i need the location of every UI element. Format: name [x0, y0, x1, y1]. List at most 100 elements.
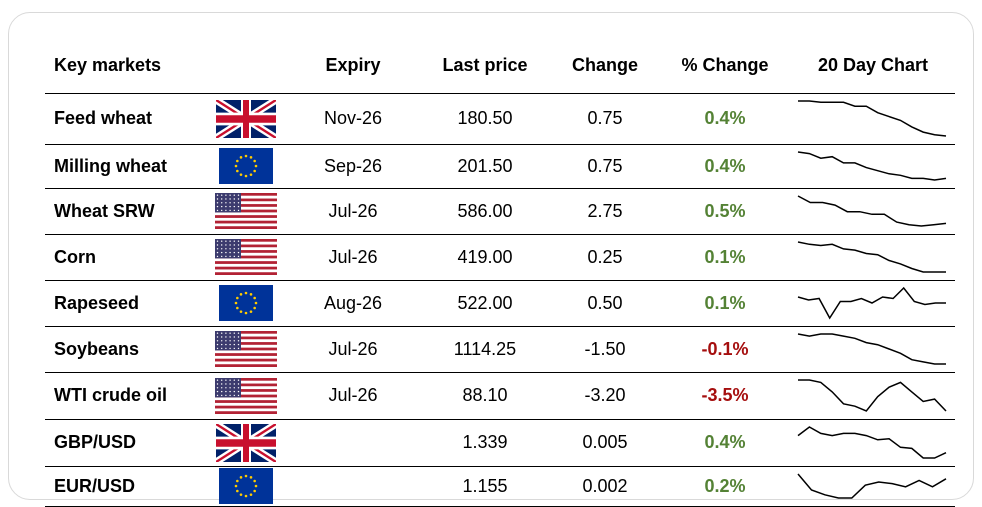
change-value: 0.005: [582, 432, 628, 452]
sparkline-cell: [795, 280, 951, 326]
sparkline-cell: [795, 326, 951, 372]
flag-cell: [213, 419, 279, 466]
header-last-price: Last price: [442, 54, 528, 75]
change-value: 2.75: [587, 200, 623, 221]
change-value: 0.002: [582, 475, 628, 496]
last-price-value: 1.339: [462, 432, 508, 452]
sparkline-chart: [797, 151, 947, 181]
sparkline-series: [798, 379, 947, 412]
sparkline-series: [797, 286, 946, 320]
expiry-value: Aug-26: [323, 292, 383, 313]
flag-cell: [213, 372, 279, 419]
change-value: 0.75: [587, 155, 623, 176]
market-name: EUR/USD: [54, 475, 136, 496]
table-row: Feed wheat Nov-26 180.50 0.75 0.4%: [45, 93, 955, 145]
last-price-value: 522.00: [457, 292, 513, 313]
table-row: GBP/USD 1.339 0.005 0.4%: [45, 419, 955, 467]
last-price-value: 1.155: [462, 475, 508, 496]
table-row: Milling wheat Sep-26 201.50 0.75 0.4%: [45, 144, 955, 189]
pct-change-value: 0.1%: [704, 292, 746, 313]
market-name: Soybeans: [54, 338, 140, 359]
change-value: -1.50: [584, 338, 626, 359]
sparkline-series: [797, 473, 947, 499]
sparkline-cell: [795, 234, 951, 280]
flag-cell: [213, 466, 279, 506]
expiry-value: Jul-26: [328, 246, 378, 267]
header-20-day-chart: 20 Day Chart: [817, 54, 929, 75]
eu-flag-icon: [219, 285, 273, 321]
sparkline-series: [798, 100, 947, 137]
table-row: EUR/USD 1.155 0.002 0.2%: [45, 466, 955, 507]
table-header: Key markets Expiry Last price Change % C…: [45, 37, 955, 94]
pct-change-value: 0.1%: [704, 246, 746, 267]
expiry-value: Sep-26: [323, 155, 383, 176]
table-row: Rapeseed Aug-26 522.00 0.50 0.1%: [45, 280, 955, 327]
expiry-value: Nov-26: [323, 108, 383, 128]
sparkline-cell: [795, 188, 951, 234]
pct-change-value: 0.2%: [704, 475, 746, 496]
last-price-value: 201.50: [457, 155, 513, 176]
us-flag-icon: [215, 193, 277, 229]
sparkline-chart: [798, 379, 947, 412]
sparkline-cell: [795, 419, 951, 466]
expiry-value: Jul-26: [328, 385, 378, 405]
pct-change-value: 0.5%: [704, 200, 746, 221]
sparkline-chart: [798, 100, 947, 137]
flag-cell: [213, 93, 279, 144]
us-flag-icon: [215, 331, 277, 367]
pct-change-value: 0.4%: [704, 432, 746, 452]
sparkline-cell: [795, 466, 951, 506]
market-name: Milling wheat: [54, 155, 168, 176]
last-price-value: 88.10: [462, 385, 508, 405]
table-row: WTI crude oil Jul-26 88.10 -3.20 -3.5%: [45, 372, 955, 420]
change-value: 0.75: [587, 108, 623, 128]
us-flag-icon: [215, 377, 277, 414]
us-flag-icon: [215, 239, 277, 275]
sparkline-chart: [797, 473, 947, 499]
uk-flag-icon: [216, 99, 276, 138]
sparkline-chart: [797, 426, 947, 459]
change-value: 0.25: [587, 246, 623, 267]
change-value: 0.50: [587, 292, 623, 313]
key-markets-card: Key markets Expiry Last price Change % C…: [8, 12, 974, 507]
table-row: Corn Jul-26 419.00 0.25 0.1%: [45, 234, 955, 281]
sparkline-series: [797, 426, 947, 459]
expiry-value: Jul-26: [328, 200, 378, 221]
header-change: Change: [571, 54, 638, 75]
expiry-value: [295, 466, 411, 506]
sparkline-chart: [797, 333, 946, 365]
sparkline-series: [797, 195, 947, 227]
market-name: WTI crude oil: [54, 385, 168, 405]
sparkline-chart: [797, 286, 946, 320]
sparkline-chart: [797, 241, 946, 273]
pct-change-value: 0.4%: [704, 155, 746, 176]
last-price-value: 419.00: [457, 246, 513, 267]
flag-cell: [213, 144, 279, 188]
flag-cell: [213, 280, 279, 326]
flag-cell: [213, 326, 279, 372]
market-name: Wheat SRW: [54, 200, 155, 221]
market-name: Corn: [54, 246, 96, 267]
table-row: Wheat SRW Jul-26 586.00 2.75 0.5%: [45, 188, 955, 235]
sparkline-series: [797, 241, 946, 273]
sparkline-series: [797, 333, 946, 365]
market-name: Rapeseed: [54, 292, 140, 313]
eu-flag-icon: [219, 148, 273, 184]
sparkline-series: [797, 151, 947, 181]
pct-change-value: 0.4%: [704, 108, 746, 128]
sparkline-cell: [795, 144, 951, 188]
market-name: GBP/USD: [54, 432, 137, 452]
change-value: -3.20: [584, 385, 626, 405]
table-row: Soybeans Jul-26 1114.25 -1.50 -0.1%: [45, 326, 955, 373]
header-market: Key markets: [54, 54, 162, 75]
uk-flag-icon: [216, 423, 276, 462]
header-pct-change: % Change: [681, 54, 769, 75]
expiry-value: [295, 419, 411, 466]
market-name: Feed wheat: [54, 108, 153, 128]
last-price-value: 586.00: [457, 200, 513, 221]
flag-cell: [213, 188, 279, 234]
pct-change-value: -0.1%: [701, 338, 749, 359]
last-price-value: 180.50: [457, 108, 513, 128]
expiry-value: Jul-26: [328, 338, 378, 359]
header-expiry: Expiry: [325, 54, 381, 75]
